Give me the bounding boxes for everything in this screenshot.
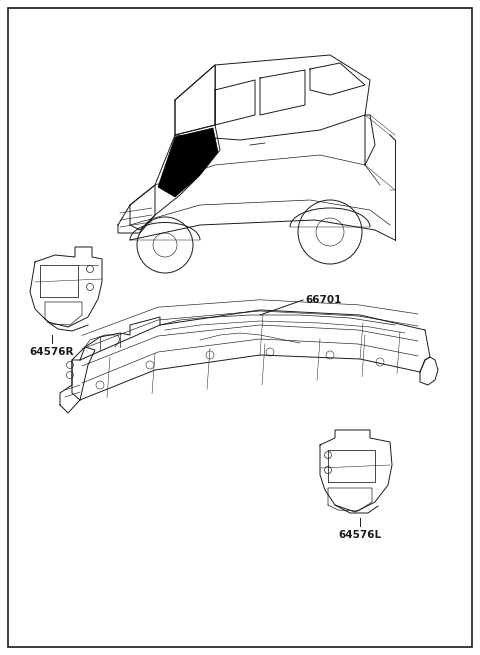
Text: 64576R: 64576R [30,347,74,357]
Text: 64576L: 64576L [338,530,382,540]
Polygon shape [158,128,218,197]
Text: 66701: 66701 [305,295,341,305]
